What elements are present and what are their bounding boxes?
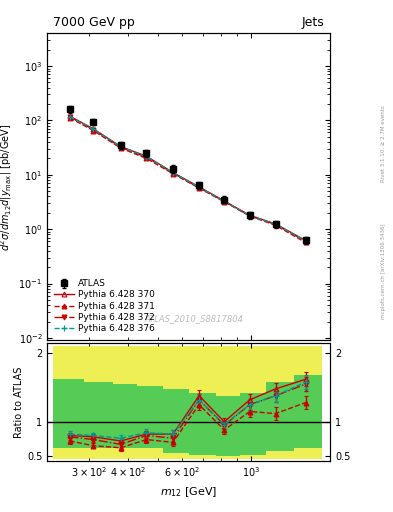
Pythia 6.428 370 (222, 198, 227, 204)
Pythia 6.428 371 (144, 155, 149, 161)
Pythia 6.428 372 (303, 238, 308, 244)
Pythia 6.428 376 (247, 212, 252, 219)
Y-axis label: $d^2\sigma/dm_{12}d|y_{\rm max}|$ [pb/GeV]: $d^2\sigma/dm_{12}d|y_{\rm max}|$ [pb/Ge… (0, 123, 14, 250)
Text: 7000 GeV pp: 7000 GeV pp (53, 16, 134, 29)
Pythia 6.428 371 (197, 185, 202, 191)
Pythia 6.428 372 (171, 170, 175, 176)
Pythia 6.428 376 (197, 184, 202, 190)
Pythia 6.428 376 (67, 114, 72, 120)
Pythia 6.428 370 (247, 212, 252, 219)
Pythia 6.428 376 (118, 143, 123, 150)
Pythia 6.428 372 (273, 221, 278, 227)
Pythia 6.428 370 (144, 153, 149, 159)
Pythia 6.428 371 (118, 145, 123, 151)
Pythia 6.428 372 (144, 154, 149, 160)
Pythia 6.428 372 (67, 114, 72, 120)
Pythia 6.428 370 (273, 221, 278, 227)
Pythia 6.428 376 (171, 169, 175, 176)
Pythia 6.428 370 (118, 143, 123, 150)
Text: ATLAS_2010_S8817804: ATLAS_2010_S8817804 (145, 314, 244, 324)
Pythia 6.428 372 (197, 185, 202, 191)
Pythia 6.428 371 (222, 199, 227, 205)
Line: Pythia 6.428 376: Pythia 6.428 376 (66, 113, 309, 244)
Pythia 6.428 372 (222, 198, 227, 204)
Pythia 6.428 376 (222, 198, 227, 204)
Line: Pythia 6.428 372: Pythia 6.428 372 (67, 115, 308, 244)
Legend: ATLAS, Pythia 6.428 370, Pythia 6.428 371, Pythia 6.428 372, Pythia 6.428 376: ATLAS, Pythia 6.428 370, Pythia 6.428 37… (51, 276, 158, 336)
Text: mcplots.cern.ch [arXiv:1306.3436]: mcplots.cern.ch [arXiv:1306.3436] (381, 224, 386, 319)
Pythia 6.428 376 (91, 126, 95, 132)
Pythia 6.428 376 (273, 221, 278, 227)
Pythia 6.428 371 (171, 170, 175, 177)
Pythia 6.428 370 (171, 169, 175, 176)
Pythia 6.428 372 (247, 212, 252, 219)
Text: Jets: Jets (302, 16, 325, 29)
Y-axis label: Ratio to ATLAS: Ratio to ATLAS (14, 366, 24, 438)
Pythia 6.428 372 (91, 126, 95, 133)
Pythia 6.428 371 (303, 240, 308, 246)
Pythia 6.428 370 (91, 126, 95, 132)
Pythia 6.428 371 (273, 222, 278, 228)
Line: Pythia 6.428 371: Pythia 6.428 371 (67, 115, 308, 245)
Pythia 6.428 376 (303, 238, 308, 244)
Pythia 6.428 371 (67, 115, 72, 121)
Pythia 6.428 371 (247, 213, 252, 219)
Pythia 6.428 376 (144, 154, 149, 160)
Text: Rivet 3.1.10, ≥ 2.7M events: Rivet 3.1.10, ≥ 2.7M events (381, 105, 386, 182)
Pythia 6.428 371 (91, 127, 95, 134)
Pythia 6.428 370 (197, 184, 202, 190)
Pythia 6.428 370 (67, 113, 72, 119)
Pythia 6.428 372 (118, 144, 123, 151)
Line: Pythia 6.428 370: Pythia 6.428 370 (67, 114, 308, 243)
X-axis label: $m_{12}$ [GeV]: $m_{12}$ [GeV] (160, 485, 217, 499)
Pythia 6.428 370 (303, 238, 308, 244)
